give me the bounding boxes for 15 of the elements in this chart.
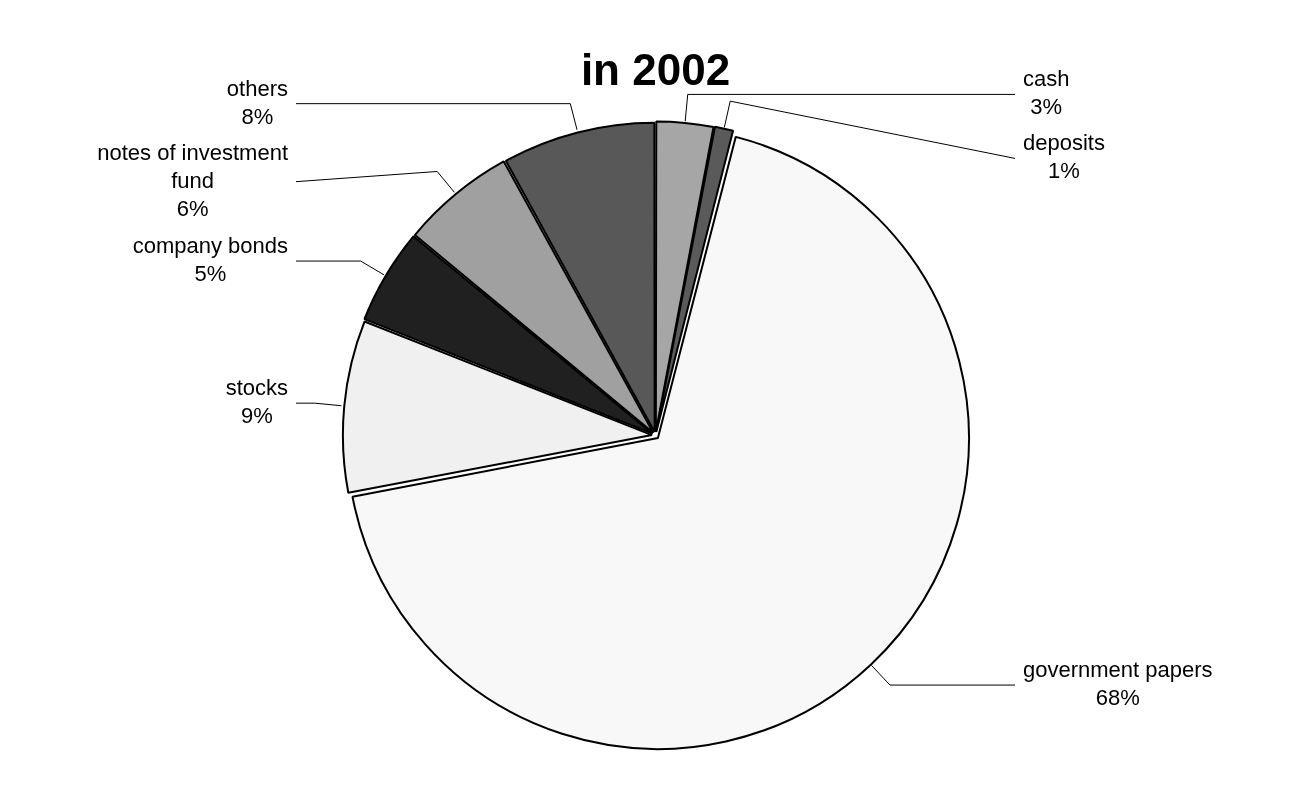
slice-label: company bonds (132, 233, 288, 259)
data-label: 8% (241, 103, 274, 129)
data-label: 3% (1030, 94, 1063, 120)
data-label: 6% (176, 195, 209, 221)
data-label: 5% (194, 261, 227, 287)
slice-label: deposits (1022, 130, 1105, 156)
slice-label: government papers (1023, 657, 1213, 683)
data-label: 9% (240, 403, 273, 429)
data-label: 68% (1095, 685, 1140, 711)
slice-label: cash (1022, 66, 1070, 92)
slice-label: others (226, 75, 289, 101)
slice-label: notes of investment fund (97, 139, 289, 193)
slice-label: stocks (225, 375, 289, 401)
data-label: 1% (1048, 158, 1080, 184)
chart-title: in 2002 (580, 44, 731, 94)
